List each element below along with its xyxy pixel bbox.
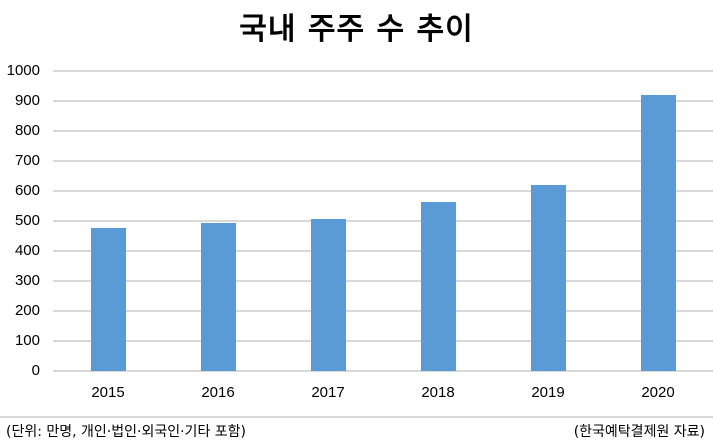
unit-note: (단위: 만명, 개인·법인·외국인·기타 포함) [6, 424, 246, 440]
gridline [53, 250, 713, 252]
y-tick-label: 700 [14, 152, 40, 169]
y-tick-label: 500 [14, 212, 40, 229]
y-tick-label: 300 [14, 272, 40, 289]
bar-2019 [530, 185, 566, 371]
gridline [53, 100, 713, 102]
chart-title: 국내 주주 수 추이 [239, 12, 474, 47]
gridline [53, 280, 713, 282]
bar-2015 [90, 227, 126, 371]
y-tick-label: 1000 [6, 62, 40, 79]
y-tick-label: 200 [14, 302, 40, 319]
x-tick-label: 2016 [201, 384, 235, 401]
y-tick-label: 900 [14, 92, 40, 109]
gridline [53, 70, 713, 72]
source-note: (한국예탁결제원 자료) [573, 424, 705, 440]
gridline [53, 310, 713, 312]
bar-2017 [310, 219, 346, 371]
gridline [53, 370, 713, 372]
x-tick-label: 2015 [91, 384, 125, 401]
x-tick-label: 2018 [421, 384, 455, 401]
footer-divider [0, 416, 713, 418]
bar-2020 [640, 95, 676, 371]
gridline [53, 130, 713, 132]
gridline [53, 160, 713, 162]
y-tick-label: 100 [14, 332, 40, 349]
x-tick-label: 2020 [641, 384, 675, 401]
plot-area [53, 70, 713, 372]
gridline [53, 340, 713, 342]
bar-2018 [420, 202, 456, 371]
x-tick-label: 2017 [311, 384, 345, 401]
gridline [53, 190, 713, 192]
gridline [53, 220, 713, 222]
bar-2016 [200, 222, 236, 371]
y-tick-label: 0 [31, 362, 40, 379]
y-tick-label: 600 [14, 182, 40, 199]
y-tick-label: 400 [14, 242, 40, 259]
y-tick-label: 800 [14, 122, 40, 139]
x-tick-label: 2019 [531, 384, 565, 401]
